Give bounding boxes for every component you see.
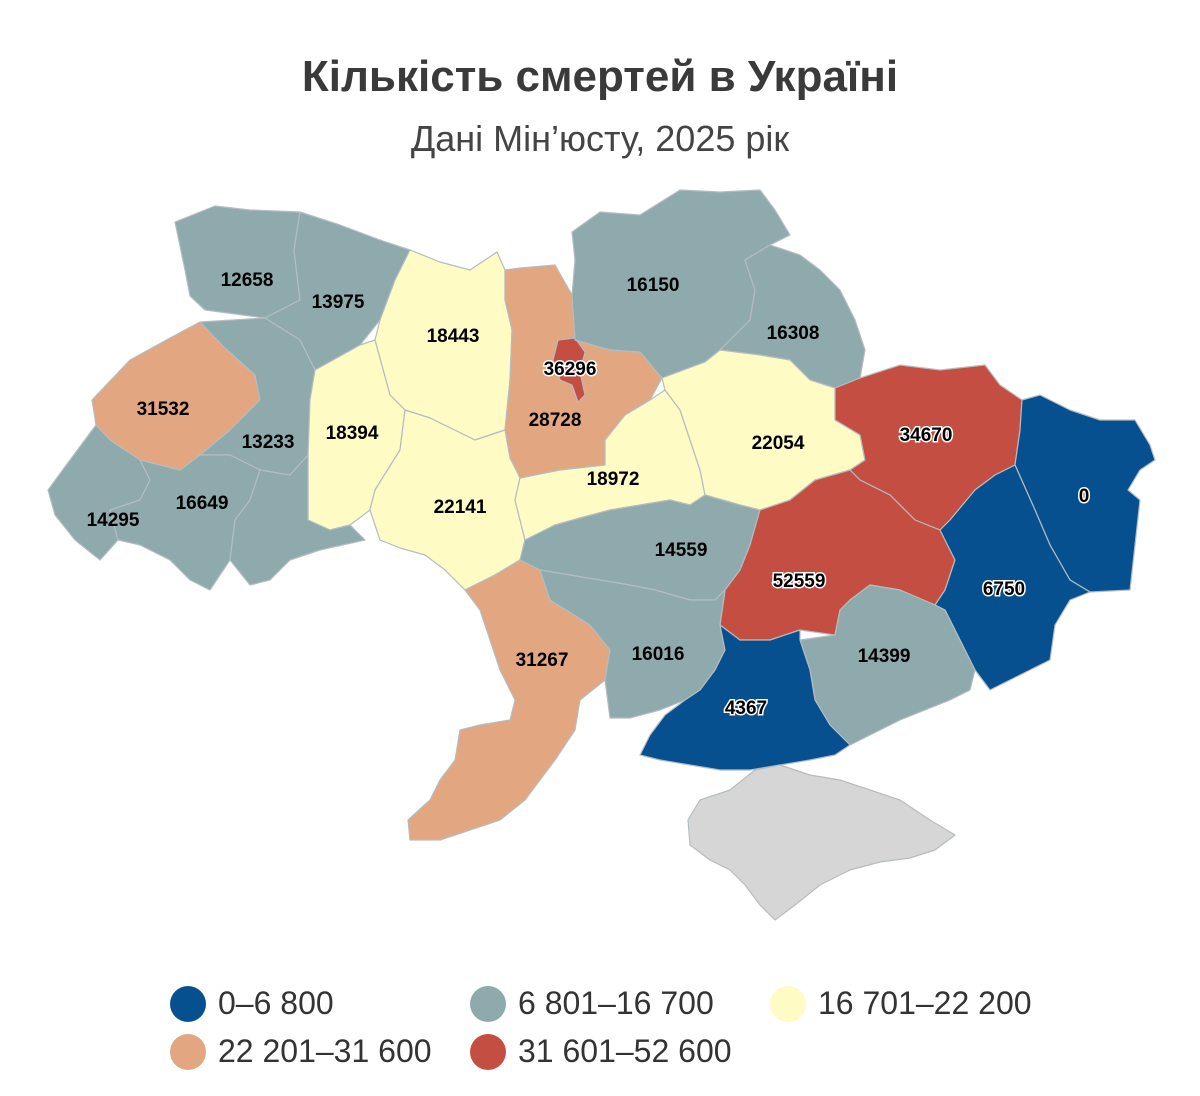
legend-label: 16 701–22 200 — [818, 985, 1032, 1021]
legend-swatch — [470, 985, 506, 1022]
region-label-sumy: 16308 — [767, 323, 820, 344]
region-label-chernihiv: 16150 — [627, 275, 680, 296]
legend-item: 6 801–16 700 — [470, 985, 714, 1022]
region-label-lviv: 31532 — [137, 399, 190, 420]
region-label-mykolaiv: 16016 — [632, 644, 685, 665]
region-volyn — [174, 205, 301, 319]
region-label-cherkasy: 18972 — [587, 469, 640, 490]
map-subtitle: Дані Мін’юсту, 2025 рік — [410, 118, 790, 159]
legend-swatch — [170, 985, 206, 1022]
legend-item: 31 601–52 600 — [470, 1033, 732, 1070]
labels-layer: 12658 13975 18443 28728 36296 16150 16308 31532… — [87, 270, 1091, 721]
region-label-ternopil: 13233 — [242, 432, 295, 453]
legend-label: 0–6 800 — [218, 985, 334, 1021]
legend-item: 22 201–31 600 — [170, 1033, 432, 1070]
region-label-zaporizhzhia: 14399 — [858, 646, 911, 667]
region-ivano-frankivsk — [109, 454, 261, 591]
region-label-dnipropetrovsk: 52559 — [773, 571, 826, 592]
region-label-zakarpattia: 14295 — [87, 510, 140, 531]
region-label-khmelnytskyi: 18394 — [326, 423, 379, 444]
region-label-kirovohrad: 14559 — [655, 540, 708, 561]
region-label-donetsk: 6750 — [983, 579, 1025, 600]
region-label-vinnytsia: 22141 — [434, 497, 487, 518]
region-label-poltava: 22054 — [752, 433, 805, 454]
map-title: Кількість смертей в Україні — [301, 52, 899, 101]
legend-swatch — [170, 1033, 206, 1070]
legend-label: 22 201–31 600 — [218, 1033, 432, 1069]
region-label-kherson: 4367 — [725, 698, 767, 719]
legend-swatch — [770, 985, 806, 1022]
regions-layer — [47, 189, 1156, 921]
region-kyiv-city — [552, 337, 586, 403]
region-label-kyiv-oblast: 28728 — [529, 410, 582, 431]
legend-item: 16 701–22 200 — [770, 985, 1032, 1022]
region-kherson — [639, 624, 851, 771]
region-chernivtsi — [229, 454, 366, 586]
legend-label: 31 601–52 600 — [518, 1033, 732, 1069]
region-label-kharkiv: 34670 — [900, 425, 953, 446]
region-label-kyiv-city: 36296 — [544, 359, 597, 380]
legend-swatch — [470, 1033, 506, 1070]
region-label-zhytomyr: 18443 — [427, 326, 480, 347]
region-label-rivne: 13975 — [312, 292, 365, 313]
legend-item: 0–6 800 — [170, 985, 334, 1022]
region-label-ivano-frankivsk: 16649 — [176, 493, 229, 514]
region-label-luhansk: 0 — [1079, 486, 1090, 507]
region-label-volyn: 12658 — [221, 270, 274, 291]
legend-label: 6 801–16 700 — [518, 985, 714, 1021]
region-label-odesa: 31267 — [516, 650, 569, 671]
region-crimea — [687, 764, 956, 921]
